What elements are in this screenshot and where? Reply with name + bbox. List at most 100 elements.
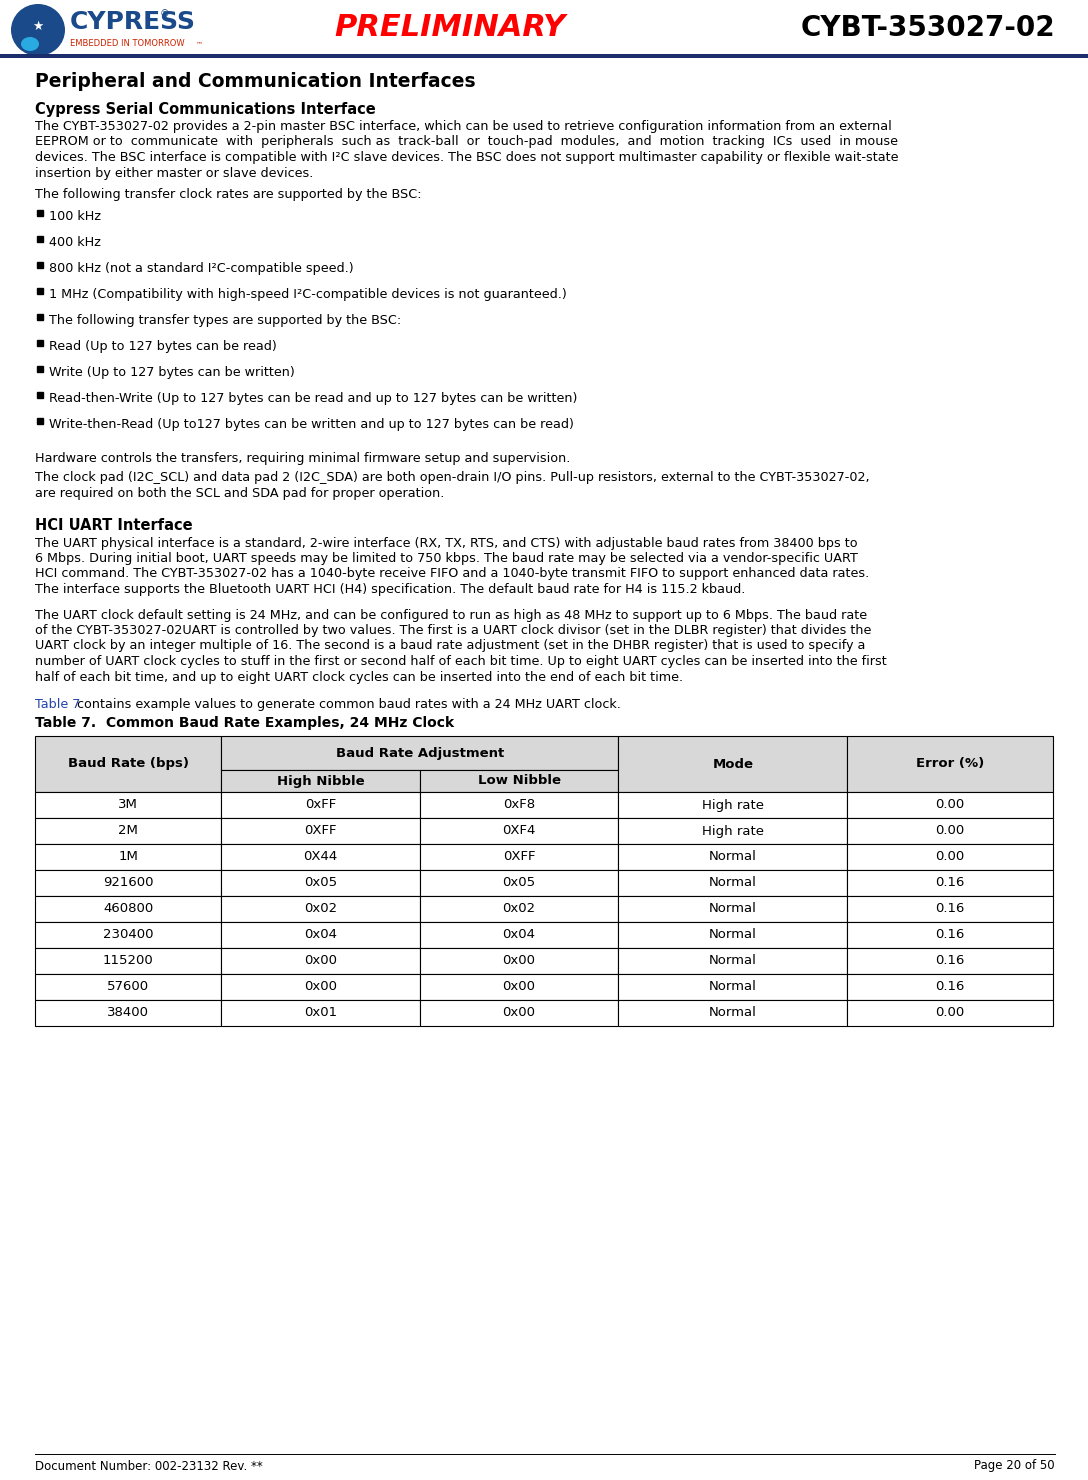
Bar: [221, 770, 420, 792]
Text: HCI UART Interface: HCI UART Interface: [35, 518, 193, 533]
Bar: [37, 210, 44, 216]
Text: 0x04: 0x04: [304, 928, 337, 941]
Text: 800 kHz (not a standard I²C-compatible speed.): 800 kHz (not a standard I²C-compatible s…: [49, 262, 354, 275]
Text: 921600: 921600: [103, 876, 153, 889]
Text: Table 7: Table 7: [35, 699, 81, 710]
Bar: [35, 922, 221, 949]
Text: 0x02: 0x02: [304, 903, 337, 916]
Bar: [221, 1000, 420, 1026]
Bar: [848, 870, 1053, 895]
Bar: [618, 1000, 848, 1026]
Bar: [618, 949, 848, 974]
Text: 0.00: 0.00: [936, 799, 965, 811]
Bar: [221, 870, 420, 895]
Text: Write-then-Read (Up to127 bytes can be written and up to 127 bytes can be read): Write-then-Read (Up to127 bytes can be w…: [49, 417, 573, 431]
Bar: [0, 0, 1088, 58]
Text: Page 20 of 50: Page 20 of 50: [975, 1459, 1055, 1473]
Text: PRELIMINARY: PRELIMINARY: [334, 13, 566, 43]
Text: 0.16: 0.16: [936, 928, 965, 941]
Text: High rate: High rate: [702, 824, 764, 838]
Text: Cypress Serial Communications Interface: Cypress Serial Communications Interface: [35, 102, 375, 117]
Bar: [37, 392, 44, 398]
Bar: [420, 792, 618, 818]
Text: 57600: 57600: [107, 980, 149, 993]
Text: 1 MHz (Compatibility with high-speed I²C-compatible devices is not guaranteed.): 1 MHz (Compatibility with high-speed I²C…: [49, 289, 567, 300]
Text: Mode: Mode: [713, 758, 753, 771]
Text: ™: ™: [196, 41, 203, 47]
Text: 0.00: 0.00: [936, 851, 965, 863]
Text: Read-then-Write (Up to 127 bytes can be read and up to 127 bytes can be written): Read-then-Write (Up to 127 bytes can be …: [49, 392, 578, 406]
Text: Normal: Normal: [709, 955, 757, 968]
Text: The UART physical interface is a standard, 2-wire interface (RX, TX, RTS, and CT: The UART physical interface is a standar…: [35, 536, 857, 549]
Text: 0x00: 0x00: [304, 980, 337, 993]
Text: 0.00: 0.00: [936, 824, 965, 838]
Text: 0xF8: 0xF8: [503, 799, 535, 811]
Text: The clock pad (I2C_SCL) and data pad 2 (I2C_SDA) are both open-drain I/O pins. P: The clock pad (I2C_SCL) and data pad 2 (…: [35, 472, 869, 484]
Text: CYPRESS: CYPRESS: [70, 10, 196, 34]
Text: 0.16: 0.16: [936, 955, 965, 968]
Text: High Nibble: High Nibble: [276, 774, 364, 787]
Ellipse shape: [11, 4, 65, 56]
Text: 400 kHz: 400 kHz: [49, 235, 101, 249]
Text: 100 kHz: 100 kHz: [49, 210, 101, 223]
Text: Write (Up to 127 bytes can be written): Write (Up to 127 bytes can be written): [49, 366, 295, 379]
Bar: [221, 818, 420, 844]
Text: 0x00: 0x00: [304, 955, 337, 968]
Text: ★: ★: [33, 19, 44, 33]
Bar: [848, 949, 1053, 974]
Text: devices. The BSC interface is compatible with I²C slave devices. The BSC does no: devices. The BSC interface is compatible…: [35, 151, 899, 164]
Text: The following transfer clock rates are supported by the BSC:: The following transfer clock rates are s…: [35, 188, 422, 201]
Bar: [35, 895, 221, 922]
Text: 0x05: 0x05: [503, 876, 535, 889]
Bar: [221, 974, 420, 1000]
Ellipse shape: [21, 37, 39, 50]
Text: 0x05: 0x05: [304, 876, 337, 889]
Bar: [37, 289, 44, 295]
Bar: [35, 1000, 221, 1026]
Bar: [420, 870, 618, 895]
Bar: [618, 870, 848, 895]
Bar: [420, 844, 618, 870]
Text: Read (Up to 127 bytes can be read): Read (Up to 127 bytes can be read): [49, 340, 276, 354]
Text: 0x01: 0x01: [304, 1006, 337, 1020]
Text: 0x00: 0x00: [503, 955, 535, 968]
Bar: [420, 974, 618, 1000]
Bar: [420, 895, 618, 922]
Text: contains example values to generate common baud rates with a 24 MHz UART clock.: contains example values to generate comm…: [73, 699, 621, 710]
Text: of the CYBT-353027-02UART is controlled by two values. The first is a UART clock: of the CYBT-353027-02UART is controlled …: [35, 625, 871, 636]
Text: insertion by either master or slave devices.: insertion by either master or slave devi…: [35, 166, 313, 179]
Text: half of each bit time, and up to eight UART clock cycles can be inserted into th: half of each bit time, and up to eight U…: [35, 670, 683, 684]
Bar: [221, 736, 618, 770]
Bar: [618, 895, 848, 922]
Text: Document Number: 002-23132 Rev. **: Document Number: 002-23132 Rev. **: [35, 1459, 262, 1473]
Text: Normal: Normal: [709, 903, 757, 916]
Text: Normal: Normal: [709, 1006, 757, 1020]
Text: The interface supports the Bluetooth UART HCI (H4) specification. The default ba: The interface supports the Bluetooth UAR…: [35, 583, 745, 596]
Text: 230400: 230400: [103, 928, 153, 941]
Text: The UART clock default setting is 24 MHz, and can be configured to run as high a: The UART clock default setting is 24 MHz…: [35, 608, 867, 622]
Text: are required on both the SCL and SDA pad for proper operation.: are required on both the SCL and SDA pad…: [35, 487, 444, 500]
Text: 38400: 38400: [107, 1006, 149, 1020]
Bar: [848, 736, 1053, 792]
Text: 2M: 2M: [119, 824, 138, 838]
Bar: [35, 818, 221, 844]
Text: 0.16: 0.16: [936, 903, 965, 916]
Text: Hardware controls the transfers, requiring minimal firmware setup and supervisio: Hardware controls the transfers, requiri…: [35, 451, 570, 465]
Text: 460800: 460800: [103, 903, 153, 916]
Text: 0.00: 0.00: [936, 1006, 965, 1020]
Text: Error (%): Error (%): [916, 758, 985, 771]
Text: Normal: Normal: [709, 980, 757, 993]
Text: 0XF4: 0XF4: [503, 824, 535, 838]
Bar: [37, 366, 44, 371]
Bar: [618, 974, 848, 1000]
Text: 0x04: 0x04: [503, 928, 535, 941]
Bar: [848, 974, 1053, 1000]
Text: 0.16: 0.16: [936, 980, 965, 993]
Bar: [37, 314, 44, 320]
Text: Low Nibble: Low Nibble: [478, 774, 560, 787]
Bar: [848, 895, 1053, 922]
Text: HCI command. The CYBT-353027-02 has a 1040-byte receive FIFO and a 1040-byte tra: HCI command. The CYBT-353027-02 has a 10…: [35, 567, 869, 580]
Text: 0.16: 0.16: [936, 876, 965, 889]
Bar: [35, 870, 221, 895]
Text: UART clock by an integer multiple of 16. The second is a baud rate adjustment (s: UART clock by an integer multiple of 16.…: [35, 639, 865, 653]
